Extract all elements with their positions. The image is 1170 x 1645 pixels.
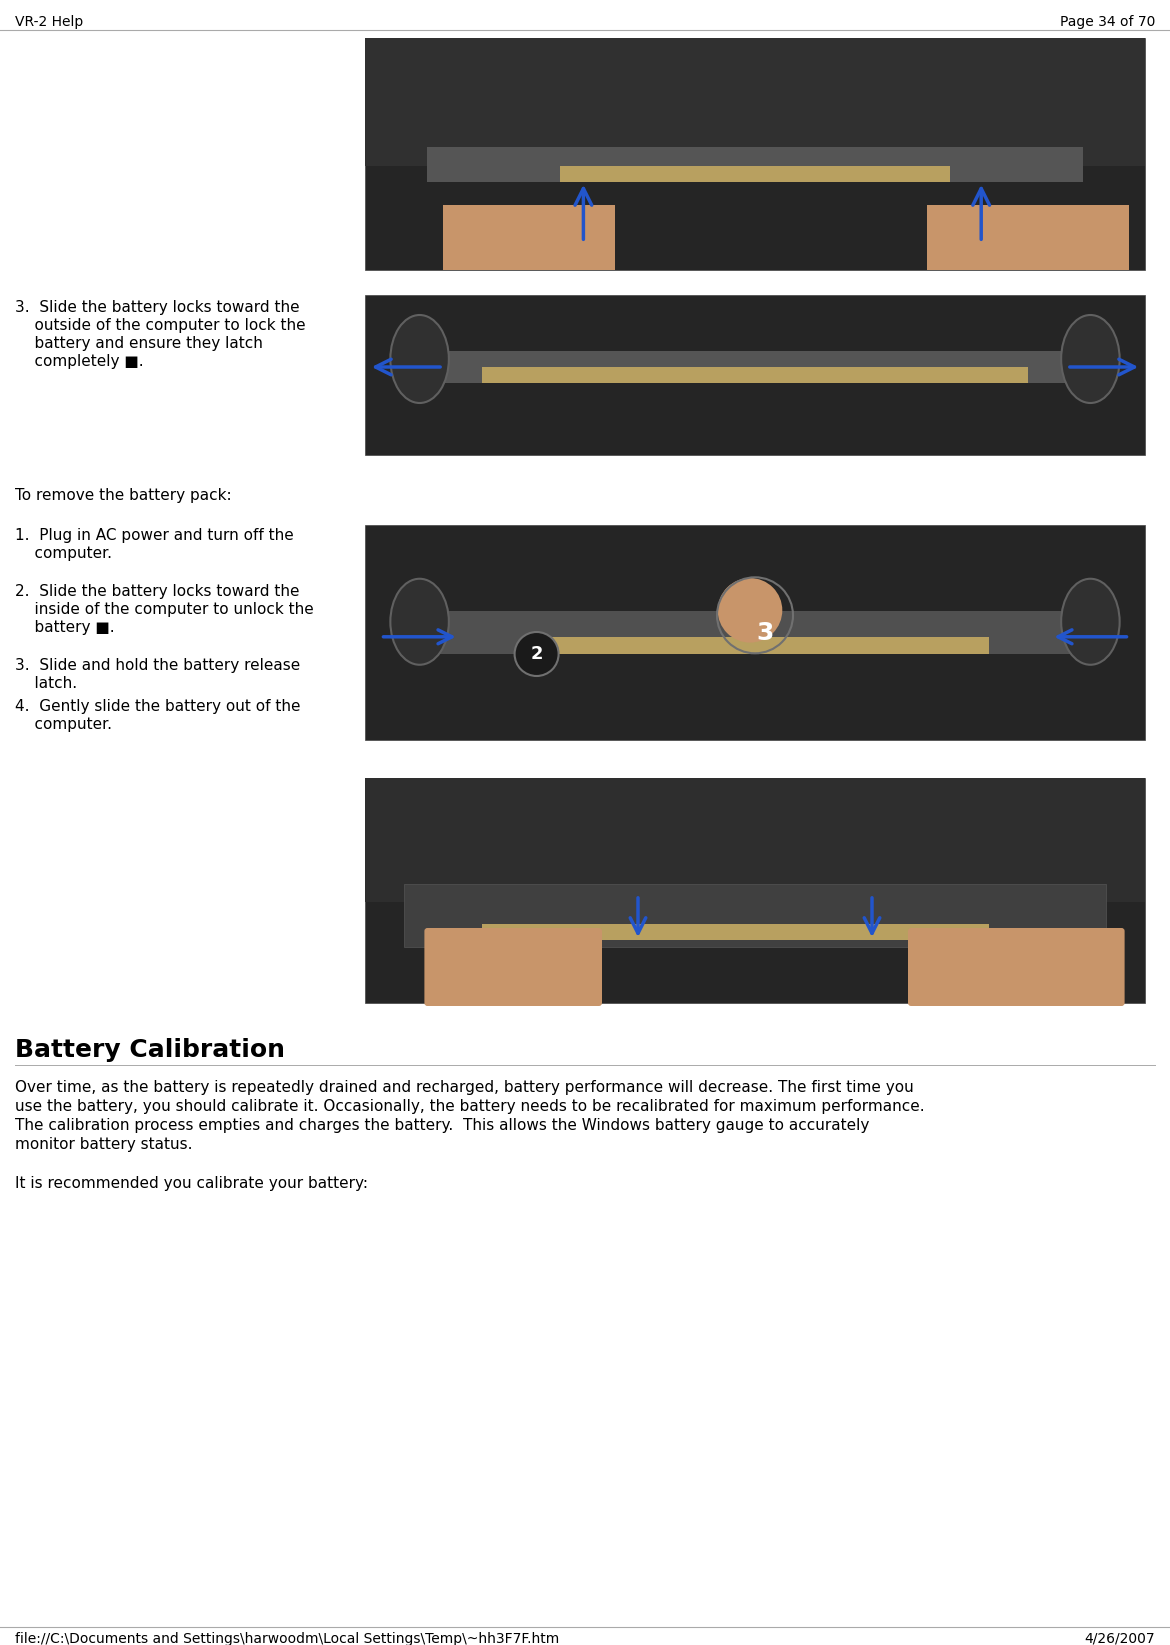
FancyBboxPatch shape [365, 525, 1145, 740]
Text: latch.: latch. [15, 676, 77, 691]
FancyBboxPatch shape [482, 367, 1028, 383]
FancyBboxPatch shape [404, 883, 1106, 948]
Text: outside of the computer to lock the: outside of the computer to lock the [15, 317, 305, 332]
FancyBboxPatch shape [365, 778, 1145, 1003]
Polygon shape [927, 206, 1129, 270]
Text: 4.  Gently slide the battery out of the: 4. Gently slide the battery out of the [15, 699, 301, 714]
Text: To remove the battery pack:: To remove the battery pack: [15, 489, 232, 503]
Text: 3: 3 [756, 622, 773, 645]
FancyBboxPatch shape [908, 928, 1124, 1007]
Text: computer.: computer. [15, 717, 112, 732]
Text: file://C:\Documents and Settings\harwoodm\Local Settings\Temp\~hh3F7F.htm: file://C:\Documents and Settings\harwood… [15, 1632, 559, 1645]
Circle shape [717, 577, 783, 643]
Text: The calibration process empties and charges the battery.  This allows the Window: The calibration process empties and char… [15, 1119, 869, 1133]
Text: VR-2 Help: VR-2 Help [15, 15, 83, 30]
Ellipse shape [1061, 314, 1120, 403]
Ellipse shape [391, 314, 449, 403]
Text: battery ■.: battery ■. [15, 620, 115, 635]
Text: monitor battery status.: monitor battery status. [15, 1137, 193, 1152]
Text: 2: 2 [530, 645, 543, 663]
Text: 3.  Slide and hold the battery release: 3. Slide and hold the battery release [15, 658, 301, 673]
FancyBboxPatch shape [365, 38, 1145, 270]
FancyBboxPatch shape [560, 166, 950, 183]
Text: computer.: computer. [15, 546, 112, 561]
Circle shape [515, 632, 558, 676]
FancyBboxPatch shape [365, 778, 1145, 901]
Polygon shape [443, 206, 614, 270]
Text: Battery Calibration: Battery Calibration [15, 1038, 285, 1063]
Text: completely ■.: completely ■. [15, 354, 144, 368]
FancyBboxPatch shape [427, 146, 1082, 183]
FancyBboxPatch shape [482, 924, 989, 939]
Text: 2.  Slide the battery locks toward the: 2. Slide the battery locks toward the [15, 584, 300, 599]
Ellipse shape [391, 579, 449, 665]
Text: inside of the computer to unlock the: inside of the computer to unlock the [15, 602, 314, 617]
Text: 3.  Slide the battery locks toward the: 3. Slide the battery locks toward the [15, 299, 300, 314]
Text: use the battery, you should calibrate it. Occasionally, the battery needs to be : use the battery, you should calibrate it… [15, 1099, 924, 1114]
FancyBboxPatch shape [404, 610, 1106, 655]
FancyBboxPatch shape [365, 38, 1145, 166]
Text: 1.  Plug in AC power and turn off the: 1. Plug in AC power and turn off the [15, 528, 294, 543]
Text: Over time, as the battery is repeatedly drained and recharged, battery performan: Over time, as the battery is repeatedly … [15, 1081, 914, 1096]
Text: It is recommended you calibrate your battery:: It is recommended you calibrate your bat… [15, 1176, 369, 1191]
FancyBboxPatch shape [404, 350, 1106, 383]
Text: 4/26/2007: 4/26/2007 [1085, 1632, 1155, 1645]
Text: Page 34 of 70: Page 34 of 70 [1060, 15, 1155, 30]
FancyBboxPatch shape [521, 637, 989, 655]
Ellipse shape [1061, 579, 1120, 665]
Text: battery and ensure they latch: battery and ensure they latch [15, 336, 263, 350]
FancyBboxPatch shape [425, 928, 603, 1007]
FancyBboxPatch shape [365, 294, 1145, 456]
